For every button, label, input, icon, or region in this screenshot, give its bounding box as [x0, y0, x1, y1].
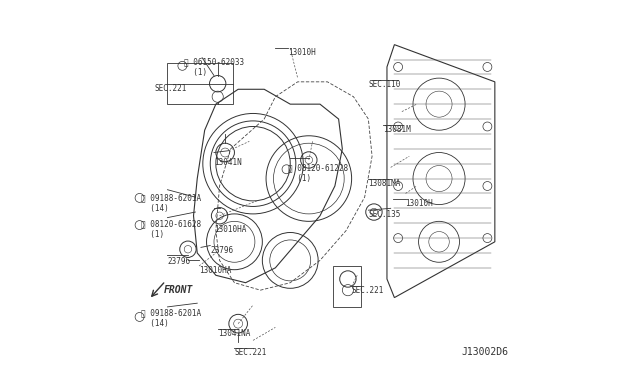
Text: 13010HA: 13010HA [199, 266, 232, 275]
Text: 13010H: 13010H [289, 48, 316, 57]
Text: 13010H: 13010H [406, 199, 433, 208]
Text: 13010HA: 13010HA [214, 225, 246, 234]
Text: Ⓑ 08120-61228
  (1): Ⓑ 08120-61228 (1) [289, 164, 349, 183]
Text: 23796: 23796 [211, 246, 234, 254]
Text: Ⓑ 09188-6201A
  (14): Ⓑ 09188-6201A (14) [141, 193, 202, 213]
Text: SEC.135: SEC.135 [369, 210, 401, 219]
Text: Ⓑ 09188-6201A
  (14): Ⓑ 09188-6201A (14) [141, 309, 202, 328]
Text: 13081M: 13081M [383, 125, 411, 134]
Text: 23796: 23796 [168, 257, 191, 266]
Text: 13041NA: 13041NA [218, 329, 250, 338]
Text: SEC.221: SEC.221 [154, 84, 187, 93]
Text: Ⓑ 06150-62033
  (1): Ⓑ 06150-62033 (1) [184, 58, 244, 77]
Bar [333, 266, 361, 307]
Bar [168, 63, 232, 104]
Text: SEC.110: SEC.110 [369, 80, 401, 89]
Text: SEC.221: SEC.221 [234, 348, 267, 357]
Text: Ⓑ 08120-61628
  (1): Ⓑ 08120-61628 (1) [141, 219, 202, 239]
Text: 13081MA: 13081MA [369, 179, 401, 187]
Text: SEC.221: SEC.221 [351, 286, 384, 295]
Text: 13041N: 13041N [214, 158, 242, 167]
Text: J13002D6: J13002D6 [461, 347, 508, 357]
Text: FRONT: FRONT [164, 285, 193, 295]
